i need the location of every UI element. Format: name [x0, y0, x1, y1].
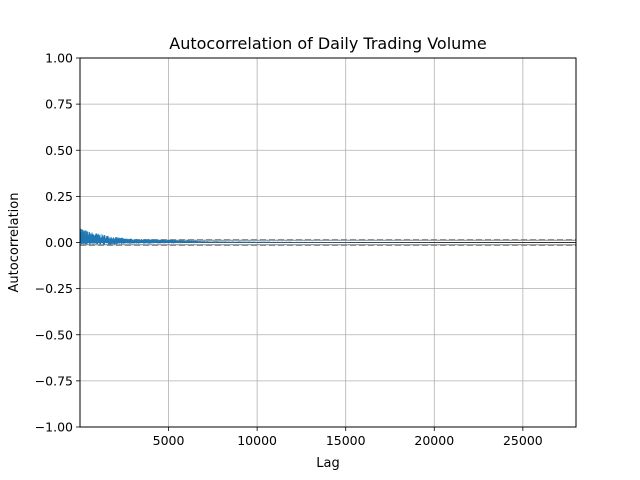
x-tick-layer: 5000 10000 15000 20000 25000 — [153, 427, 543, 448]
y-tick-layer: 1.00 0.75 0.50 0.25 0.00 −0.25 −0.50 −0.75 −1.00 — [35, 51, 80, 435]
x-tick-label: 25000 — [503, 433, 543, 448]
y-tick-label: −0.25 — [35, 281, 73, 296]
x-tick-label: 10000 — [237, 433, 277, 448]
y-tick-label: 1.00 — [45, 51, 73, 66]
chart-title: Autocorrelation of Daily Trading Volume — [169, 34, 486, 53]
y-tick-label: 0.50 — [45, 143, 73, 158]
x-axis-label: Lag — [316, 456, 339, 471]
y-tick-label: 0.75 — [45, 97, 73, 112]
y-axis-label: Autocorrelation — [7, 193, 22, 293]
y-tick-label: −0.75 — [35, 373, 73, 388]
y-tick-label: 0.00 — [45, 235, 73, 250]
x-tick-label: 20000 — [414, 433, 454, 448]
x-tick-label: 5000 — [153, 433, 185, 448]
y-tick-label: −1.00 — [35, 420, 73, 435]
y-tick-label: −0.50 — [35, 327, 73, 342]
x-tick-label: 15000 — [326, 433, 366, 448]
y-tick-label: 0.25 — [45, 189, 73, 204]
